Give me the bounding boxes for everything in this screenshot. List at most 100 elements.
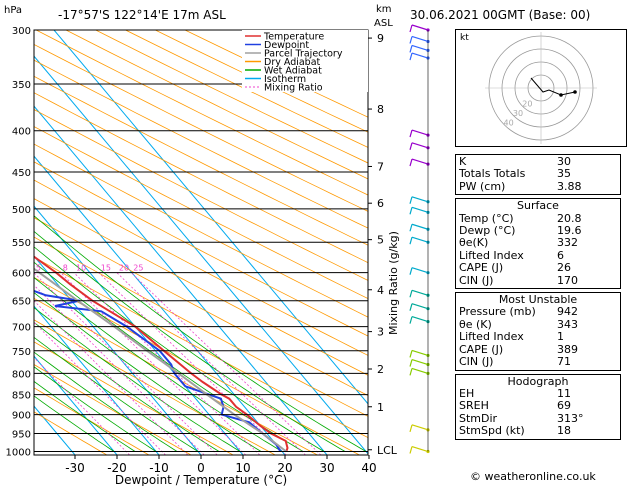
mixing-ratio-label: 20 [119,264,129,273]
surface-label: θe(K) [459,236,489,250]
unstable-row: CAPE (J) 389 [459,343,617,356]
wet-adiabat-line [34,292,262,452]
unstable-value: 343 [557,317,578,331]
wind-barb [411,289,429,296]
km-tick-label: LCL [377,444,398,457]
mixing-ratio-label: 8 [63,264,68,273]
wind-barb [411,158,429,165]
hodograph-unit-label: kt [460,33,469,43]
index-row: Totals Totals 35 [459,167,617,181]
most-unstable-heading: Most Unstable [498,293,578,307]
dry-adiabat-line [34,92,368,264]
wet-adiabat-line [34,395,115,452]
dry-adiabat-line [34,109,368,281]
legend-label: Dewpoint [264,40,309,51]
hodograph-ring-label: 20 [522,100,532,109]
x-tick-label: 30 [319,461,334,475]
hodograph-heading: Hodograph [507,374,569,388]
hodograph-index-block: Hodograph EH 11 SREH 69 StmDir 313° StmSpd (kt… [455,373,621,440]
surface-block: Surface Temp (°C) 20.8 Dewp (°C) 19.6 θe(K) 3… [455,198,621,290]
dry-adiabat-line [34,236,368,417]
index-value: 3.88 [557,179,582,193]
wind-barb-flag [409,45,413,53]
surface-heading: Surface [517,199,559,213]
dry-adiabat-line [65,30,368,180]
dry-adiabat-line [125,30,368,148]
pressure-tick-label: 350 [12,80,31,91]
hodo-label: StmSpd (kt) [459,424,525,438]
x-tick-label: -20 [107,461,127,475]
surface-label: CAPE (J) [459,261,504,275]
km-tick-label: 6 [377,197,384,210]
x-tick-label: -30 [65,461,85,475]
mixing-ratio-label: 10 [76,264,86,273]
unstable-value: 1 [557,330,564,344]
surface-value: 26 [557,261,571,275]
wet-adiabat-line [34,277,283,452]
wet-adiabat-line [34,351,178,452]
pressure-tick-label: 450 [12,168,31,179]
hodo-row: StmSpd (kt) 18 [459,424,617,438]
wet-adiabat-line [34,366,157,452]
wind-barb [411,44,429,51]
surface-value: 170 [557,273,578,287]
surface-label: Dewp (°C) [459,224,516,238]
wind-barb [411,52,429,59]
wind-barb [411,142,429,149]
dry-adiabat-line [34,297,318,455]
dry-adiabat-line [95,30,368,164]
wind-barb [411,206,429,213]
hodograph-ring-label: 40 [504,118,514,127]
indices-panel: K 30 Totals Totals 35 PW (cm) 3.88 Surface Te… [455,154,621,443]
hodo-value: 69 [557,399,571,413]
unstable-row: Pressure (mb) 942 [459,305,617,319]
mixing-ratio-line [98,272,287,455]
dry-adiabat-line [34,341,234,455]
dry-adiabat-line [34,387,150,455]
surface-row: Dewp (°C) 19.6 [459,224,617,238]
mixing-ratio-axis-label: Mixing Ratio (g/kg) [387,231,400,335]
wind-barb [411,236,429,243]
surface-label: Lifted Index [459,248,524,262]
wet-adiabat-line [34,307,241,452]
pressure-tick-label: 400 [12,127,31,138]
pressure-tick-label: 850 [12,391,31,402]
km-tick-label: 1 [377,401,384,414]
mixing-ratio-line [34,272,218,455]
unstable-row: θe (K) 343 [459,317,617,331]
series-line-temperature [34,255,289,452]
hodo-label: StmDir [459,411,498,425]
mixing-ratio-line [34,300,189,455]
dry-adiabat-line [34,43,368,212]
surface-row: CIN (J) 170 [459,273,617,287]
x-tick-label: 0 [197,461,205,475]
hodo-value: 18 [557,424,571,438]
mixing-ratio-line [34,284,205,455]
legend-label: Mixing Ratio [264,83,323,94]
km-tick-label: 9 [377,32,384,45]
wind-barb [411,367,429,374]
wet-adiabat-line [34,380,136,452]
surface-row: CAPE (J) 26 [459,261,617,275]
credit-text: © weatheronline.co.uk [470,470,596,483]
index-label: Totals Totals [459,167,526,181]
index-label: K [459,155,467,168]
legend-box [242,30,368,92]
hodograph-ring-label: 30 [513,109,523,118]
km-tick-label: 8 [377,103,384,116]
pressure-tick-label: 1000 [6,448,31,459]
wind-barb [411,303,429,310]
pressure-tick-label: 800 [12,369,31,380]
km-tick-label: 3 [377,326,384,339]
unstable-row: CIN (J) 71 [459,355,617,368]
unstable-value: 942 [557,305,578,319]
wind-barb [411,129,429,136]
series-line-dewpoint [34,289,282,453]
hodograph-trace [530,77,576,96]
wind-barb [411,358,429,366]
pressure-tick-label: 750 [12,347,31,358]
dry-adiabat-line [34,217,368,396]
wind-barb-flag [409,52,413,61]
